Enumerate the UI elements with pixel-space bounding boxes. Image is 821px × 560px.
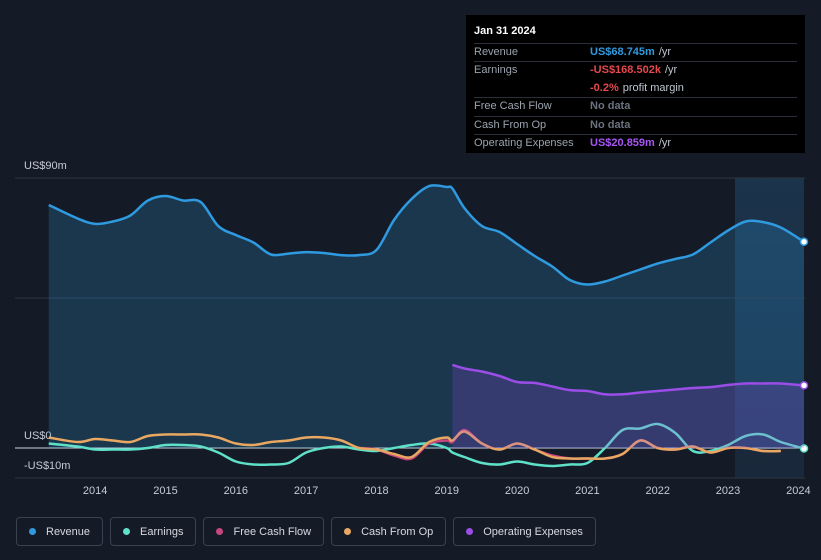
series-line [48,184,805,286]
tooltip-row: -0.2% profit margin [474,80,797,97]
legend-swatch [123,528,131,535]
tooltip-row: Operating Expenses US$20.859m/yr [474,133,797,152]
legend: Revenue Earnings Free Cash Flow Cash From O… [16,517,596,546]
y-tick-label: US$90m [24,160,67,172]
series-line [48,430,781,461]
legend-label: Operating Expenses [483,525,583,538]
tooltip-value: US$20.859m [590,136,655,149]
legend-swatch [344,528,352,535]
tooltip-label [474,80,590,97]
legend-item[interactable]: Earnings [110,517,197,546]
legend-item[interactable]: Free Cash Flow [203,517,325,546]
x-tick-label: 2021 [575,485,599,497]
tooltip-value: No data [590,118,631,131]
tooltip-row: Cash From Op No data [474,115,797,134]
end-marker [799,444,809,453]
x-tick-label: 2022 [645,485,669,497]
legend-item[interactable]: Operating Expenses [453,517,596,546]
x-tick-label: 2017 [294,485,318,497]
x-tick-label: 2019 [435,485,459,497]
tooltip-label: Revenue [474,46,519,58]
chart: -US$10m US$0 US$90m 2014 2015 2016 2017 2018 201… [15,160,811,497]
tooltip-label: Cash From Op [474,118,547,131]
legend-item[interactable]: Revenue [16,517,104,546]
series-line [48,422,805,468]
x-tick-label: 2024 [786,485,810,497]
tooltip-value: -0.2% [590,81,619,94]
x-tick-label: 2018 [364,485,388,497]
tooltip-unit: profit margin [622,81,684,94]
legend-label: Earnings [140,525,184,538]
tooltip: Jan 31 2024 Revenue US$68.745m/yr Earnings… [466,15,805,153]
tooltip-value: No data [590,100,631,113]
tooltip-label: Operating Expenses [474,136,574,149]
legend-label: Free Cash Flow [233,525,312,538]
y-tick-label: US$0 [24,430,52,442]
end-marker [799,237,809,247]
legend-label: Revenue [46,525,91,538]
tooltip-label: Free Cash Flow [474,100,552,113]
y-tick-label: -US$10m [24,460,70,472]
legend-label: Cash From Op [361,525,434,538]
legend-swatch [466,528,474,535]
tooltip-row: Revenue US$68.745m/yr [474,43,797,61]
series-area [48,185,804,448]
x-tick-label: 2015 [153,485,177,497]
tooltip-row: Free Cash Flow No data [474,97,797,115]
highlight-region [735,178,804,478]
tooltip-unit: /yr [658,136,672,149]
x-tick-label: 2014 [83,485,107,497]
legend-swatch [216,528,224,535]
legend-item[interactable]: Cash From Op [331,517,447,546]
series-line [452,363,805,396]
tooltip-row: Earnings -US$168.502k/yr [474,61,797,79]
tooltip-value: US$68.745m [590,46,655,58]
x-tick-label: 2016 [224,485,248,497]
tooltip-value: -US$168.502k [590,64,661,77]
legend-swatch [29,528,36,535]
tooltip-date: Jan 31 2024 [474,25,536,37]
tooltip-unit: /yr [658,46,672,58]
end-marker [799,381,809,390]
tooltip-label: Earnings [474,64,518,77]
x-tick-label: 2020 [505,485,529,497]
tooltip-unit: /yr [664,64,678,77]
series-area [452,364,804,448]
x-tick-label: 2023 [716,485,740,497]
